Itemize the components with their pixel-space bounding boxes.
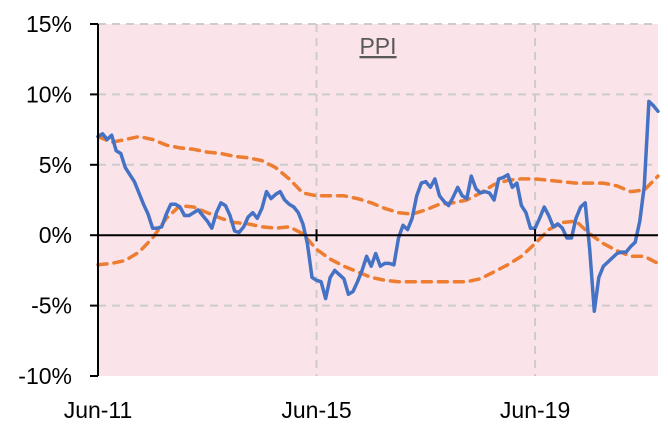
- y-tick-label: 0%: [39, 222, 72, 248]
- upper-band-line: [96, 134, 660, 216]
- y-tick-label: 15%: [26, 11, 72, 37]
- y-tick-label: -10%: [18, 363, 72, 389]
- y-tick-label: 10%: [26, 81, 72, 107]
- lower-band-line: [96, 203, 660, 284]
- x-tick-labels: Jun-11 Jun-15 Jun-19: [64, 397, 571, 423]
- y-tick-labels: -10% -5% 0% 5% 10% 15%: [18, 11, 72, 389]
- y-tick-label: 5%: [39, 152, 72, 178]
- ppi-series-line: [96, 99, 660, 313]
- plot-area-background: [98, 24, 658, 376]
- y-tick-label: -5%: [31, 293, 72, 319]
- chart-title: PPI: [359, 33, 396, 59]
- x-tick-label: Jun-19: [500, 397, 570, 423]
- x-tick-label: Jun-15: [281, 397, 351, 423]
- ppi-series-layer: [96, 99, 660, 313]
- axes: [90, 23, 658, 377]
- x-tick-label: Jun-11: [64, 397, 133, 423]
- band-series-layer: [96, 134, 660, 284]
- grid-lines: [98, 23, 658, 376]
